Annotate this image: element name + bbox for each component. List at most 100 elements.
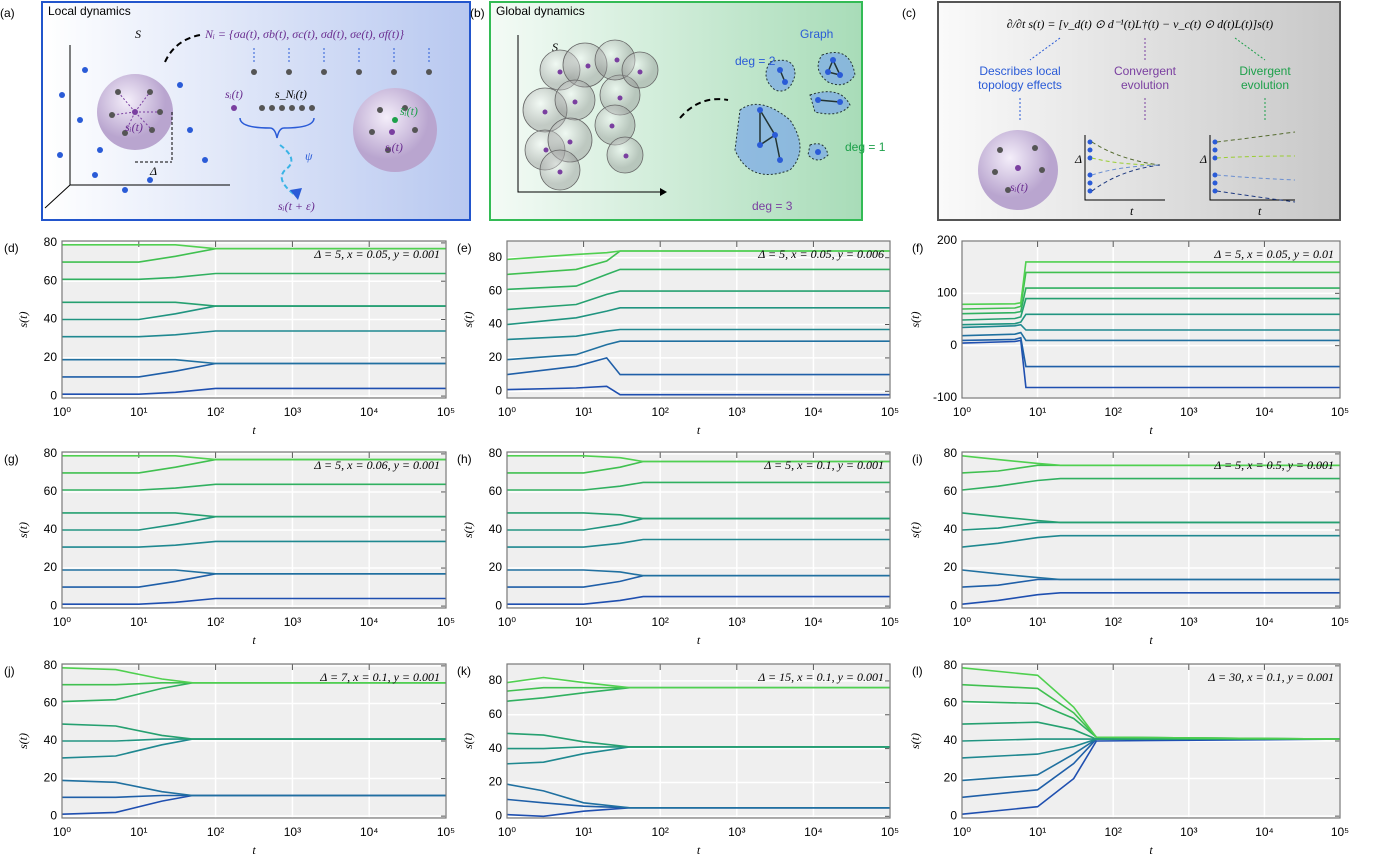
y-tick-label: 40 xyxy=(489,522,503,536)
y-tick-label: 40 xyxy=(944,522,958,536)
panel-label: (k) xyxy=(457,664,471,678)
y-tick-label: 40 xyxy=(944,733,958,747)
y-tick-label: 0 xyxy=(50,808,57,822)
y-tick-label: 80 xyxy=(44,235,58,249)
y-tick-label: 40 xyxy=(44,522,58,536)
y-tick-label: 80 xyxy=(489,446,503,460)
panel-label: (g) xyxy=(4,452,19,466)
label: Divergent xyxy=(1239,64,1291,78)
y-tick-label: 60 xyxy=(489,283,503,297)
y-axis-label: s(t) xyxy=(461,733,475,749)
x-tick-label: 10⁵ xyxy=(1331,615,1349,629)
x-axis-label: t xyxy=(1149,633,1153,647)
panel-label: (b) xyxy=(470,6,485,20)
x-tick-label: 10⁴ xyxy=(1255,825,1274,839)
x-tick-label: 10² xyxy=(652,615,669,629)
y-tick-label: 80 xyxy=(489,250,503,264)
y-tick-label: 60 xyxy=(44,273,58,287)
y-axis-label: s(t) xyxy=(16,733,30,749)
x-tick-label: 10⁰ xyxy=(953,615,971,629)
x-tick-label: 10⁵ xyxy=(1331,825,1349,839)
y-tick-label: 40 xyxy=(44,733,58,747)
label: Convergent xyxy=(1114,64,1177,78)
label: ψ xyxy=(305,149,313,163)
label: S xyxy=(135,27,141,41)
y-tick-label: 20 xyxy=(44,771,58,785)
annotation: Δ = 15, x = 0.1, y = 0.001 xyxy=(757,670,884,684)
x-tick-label: 10³ xyxy=(1180,405,1197,419)
x-tick-label: 10² xyxy=(207,615,224,629)
x-tick-label: 10¹ xyxy=(1029,405,1046,419)
annotation: Δ = 30, x = 0.1, y = 0.001 xyxy=(1207,670,1334,684)
x-tick-label: 10⁰ xyxy=(953,405,971,419)
x-tick-label: 10⁰ xyxy=(953,825,971,839)
panel-label: (c) xyxy=(902,6,916,20)
x-tick-label: 10² xyxy=(652,825,669,839)
y-tick-label: 20 xyxy=(944,771,958,785)
y-tick-label: 80 xyxy=(44,446,58,460)
x-tick-label: 10¹ xyxy=(130,825,147,839)
x-tick-label: 10¹ xyxy=(130,615,147,629)
x-tick-label: 10³ xyxy=(728,615,745,629)
y-axis-label: s(t) xyxy=(16,522,30,538)
x-tick-label: 10² xyxy=(1105,615,1122,629)
x-tick-label: 10⁴ xyxy=(1255,615,1274,629)
label: sᵢ(t + ε) xyxy=(278,199,315,213)
panel-label: (e) xyxy=(457,241,472,255)
x-tick-label: 10³ xyxy=(284,405,301,419)
annotation: Δ = 5, x = 0.05, y = 0.006 xyxy=(757,247,884,261)
x-axis-label: t xyxy=(252,633,256,647)
x-tick-label: 10⁰ xyxy=(53,405,71,419)
annotation: Δ = 5, x = 0.05, y = 0.01 xyxy=(1213,247,1334,261)
y-tick-label: 0 xyxy=(50,388,57,402)
label: Δ xyxy=(1074,152,1082,166)
x-tick-label: 10¹ xyxy=(1029,615,1046,629)
x-tick-label: 10² xyxy=(1105,825,1122,839)
y-axis-label: s(t) xyxy=(461,522,475,538)
x-tick-label: 10⁴ xyxy=(1255,405,1274,419)
y-axis-label: s(t) xyxy=(461,312,475,328)
y-axis-label: s(t) xyxy=(908,312,922,328)
y-axis-label: s(t) xyxy=(908,733,922,749)
y-tick-label: 0 xyxy=(495,598,502,612)
x-tick-label: 10² xyxy=(207,405,224,419)
label: sᵢ(t) xyxy=(385,140,403,154)
x-tick-label: 10³ xyxy=(1180,825,1197,839)
panel-a: (a) Local dynamics sᵢ(t) Δ S Nᵢ = {σa(t)… xyxy=(0,2,470,220)
x-tick-label: 10⁴ xyxy=(360,405,379,419)
x-tick-label: 10⁰ xyxy=(498,405,516,419)
x-tick-label: 10¹ xyxy=(1029,825,1046,839)
x-tick-label: 10¹ xyxy=(575,615,592,629)
y-tick-label: 20 xyxy=(489,775,503,789)
x-tick-label: 10³ xyxy=(284,615,301,629)
x-tick-label: 10⁰ xyxy=(53,825,71,839)
x-tick-label: 10⁵ xyxy=(881,825,899,839)
y-tick-label: 80 xyxy=(944,658,958,672)
annotation: Δ = 5, x = 0.05, y = 0.001 xyxy=(313,247,440,261)
x-axis-label: t xyxy=(252,843,256,857)
x-tick-label: 10² xyxy=(1105,405,1122,419)
y-tick-label: 80 xyxy=(944,446,958,460)
x-tick-label: 10¹ xyxy=(130,405,147,419)
x-tick-label: 10⁵ xyxy=(881,615,899,629)
y-tick-label: 0 xyxy=(495,808,502,822)
x-tick-label: 10¹ xyxy=(575,825,592,839)
panel-label: (f) xyxy=(912,241,923,255)
annotation: Δ = 7, x = 0.1, y = 0.001 xyxy=(319,670,440,684)
x-tick-label: 10⁴ xyxy=(804,615,823,629)
y-tick-label: 60 xyxy=(44,484,58,498)
x-tick-label: 10⁴ xyxy=(804,825,823,839)
y-tick-label: 0 xyxy=(950,338,957,352)
x-tick-label: 10⁴ xyxy=(804,405,823,419)
label: Describes local xyxy=(979,64,1060,78)
y-tick-label: 40 xyxy=(44,312,58,326)
y-tick-label: -100 xyxy=(933,390,957,404)
y-tick-label: 100 xyxy=(937,286,957,300)
x-tick-label: 10⁰ xyxy=(498,615,516,629)
y-tick-label: 60 xyxy=(489,484,503,498)
label: evolution xyxy=(1241,78,1289,92)
x-axis-label: t xyxy=(697,843,701,857)
y-tick-label: 40 xyxy=(489,741,503,755)
y-tick-label: 80 xyxy=(44,658,58,672)
y-tick-label: 20 xyxy=(944,560,958,574)
